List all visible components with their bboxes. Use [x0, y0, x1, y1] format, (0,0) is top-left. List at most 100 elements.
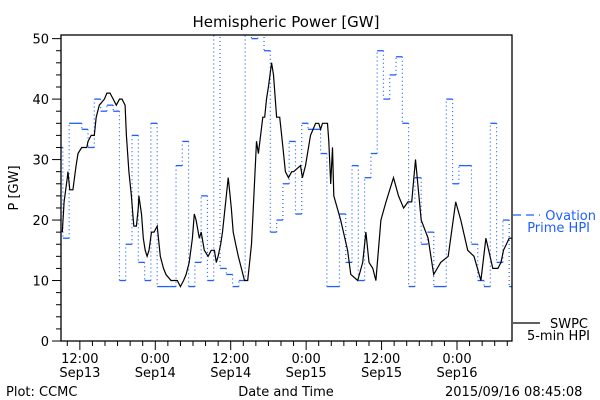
swpc-point — [333, 195, 335, 197]
swpc-point — [262, 116, 264, 118]
series-group — [61, 35, 512, 288]
swpc-point — [227, 177, 229, 179]
plot-credit: Plot: CCMC — [6, 385, 77, 400]
swpc-point — [185, 274, 187, 275]
swpc-point — [90, 135, 92, 136]
swpc-point — [285, 171, 286, 172]
legend-swpc: SWPC 5-min HPI — [513, 317, 590, 344]
y-axis-label: P [GW] — [7, 165, 22, 210]
swpc-point — [315, 122, 316, 124]
swpc-point — [77, 153, 79, 154]
swpc-point — [372, 268, 374, 269]
swpc-point — [249, 262, 250, 263]
swpc-point — [170, 280, 172, 281]
swpc-point — [72, 189, 74, 191]
swpc-point — [188, 262, 190, 263]
swpc-point — [281, 141, 283, 142]
x-axis-label: Date and Time — [238, 385, 334, 400]
swpc-point — [340, 219, 342, 221]
swpc-point — [86, 147, 88, 148]
swpc-point — [132, 219, 134, 221]
swpc-point — [69, 189, 71, 191]
x-tick-label-date: Sep13 — [59, 366, 100, 381]
swpc-point — [204, 249, 205, 251]
swpc-point — [460, 219, 462, 221]
x-tick-label-date: Sep14 — [135, 366, 176, 381]
swpc-point — [61, 231, 63, 233]
x-tick-label-date: Sep14 — [210, 366, 251, 381]
swpc-point — [347, 249, 348, 251]
swpc-point — [183, 280, 184, 281]
y-tick-label: 0 — [41, 335, 49, 350]
swpc-point — [293, 171, 294, 172]
swpc-point — [258, 153, 259, 154]
swpc-point — [138, 195, 140, 197]
swpc-point — [288, 177, 289, 179]
y-tick-label: 50 — [32, 33, 49, 48]
plot-frame — [60, 34, 513, 342]
swpc-point — [271, 62, 272, 64]
y-tick-label: 10 — [32, 275, 49, 290]
swpc-point — [322, 122, 323, 124]
swpc-point — [485, 237, 487, 239]
swpc-point — [112, 98, 114, 100]
swpc-point — [276, 116, 277, 118]
swpc-point — [192, 237, 193, 239]
swpc-point — [393, 177, 394, 179]
swpc-point — [106, 92, 108, 94]
swpc-point — [310, 135, 311, 136]
swpc-point — [420, 219, 422, 221]
swpc-point — [305, 165, 306, 166]
swpc-point — [163, 268, 164, 269]
swpc-point — [67, 171, 69, 172]
swpc-point — [300, 165, 301, 166]
x-tick-label-time: 12:00 — [363, 352, 400, 367]
swpc-point — [75, 165, 77, 166]
swpc-point — [151, 231, 152, 233]
x-tick-label-time: 12:00 — [212, 352, 249, 367]
swpc-point — [244, 280, 245, 281]
swpc-point — [160, 256, 161, 257]
swpc-point — [266, 98, 267, 100]
swpc-point — [141, 213, 142, 215]
swpc-point — [124, 104, 126, 106]
swpc-point — [232, 231, 234, 233]
swpc-point — [138, 207, 139, 209]
swpc-point — [497, 268, 499, 269]
swpc-point — [251, 243, 252, 245]
swpc-point — [131, 195, 132, 197]
swpc-point — [156, 225, 158, 227]
swpc-point — [66, 177, 68, 179]
swpc-point — [126, 135, 127, 136]
swpc-point — [210, 249, 212, 251]
swpc-point — [291, 171, 292, 172]
swpc-point — [433, 274, 435, 275]
swpc-point — [256, 141, 257, 142]
swpc-point — [320, 129, 321, 130]
swpc-point — [503, 249, 504, 251]
swpc-point — [104, 98, 105, 100]
swpc-point — [87, 141, 89, 142]
swpc-point — [480, 280, 482, 281]
swpc-point — [268, 86, 269, 88]
swpc-point — [385, 201, 387, 203]
swpc-point — [411, 201, 413, 203]
x-tick-label-date: Sep15 — [286, 366, 327, 381]
swpc-point — [492, 268, 494, 269]
swpc-point — [119, 98, 120, 100]
swpc-point — [415, 159, 416, 160]
swpc-point — [231, 207, 232, 209]
swpc-point — [195, 219, 197, 221]
swpc-point — [95, 116, 97, 118]
swpc-point — [207, 256, 209, 257]
swpc-point — [229, 189, 230, 191]
swpc-point — [222, 231, 223, 233]
swpc-point — [133, 225, 135, 227]
x-tick-label-date: Sep16 — [436, 366, 477, 381]
swpc-point — [237, 256, 239, 257]
swpc-point — [94, 135, 95, 136]
swpc-point — [215, 262, 217, 263]
swpc-point — [128, 171, 130, 172]
swpc-point — [148, 249, 150, 251]
